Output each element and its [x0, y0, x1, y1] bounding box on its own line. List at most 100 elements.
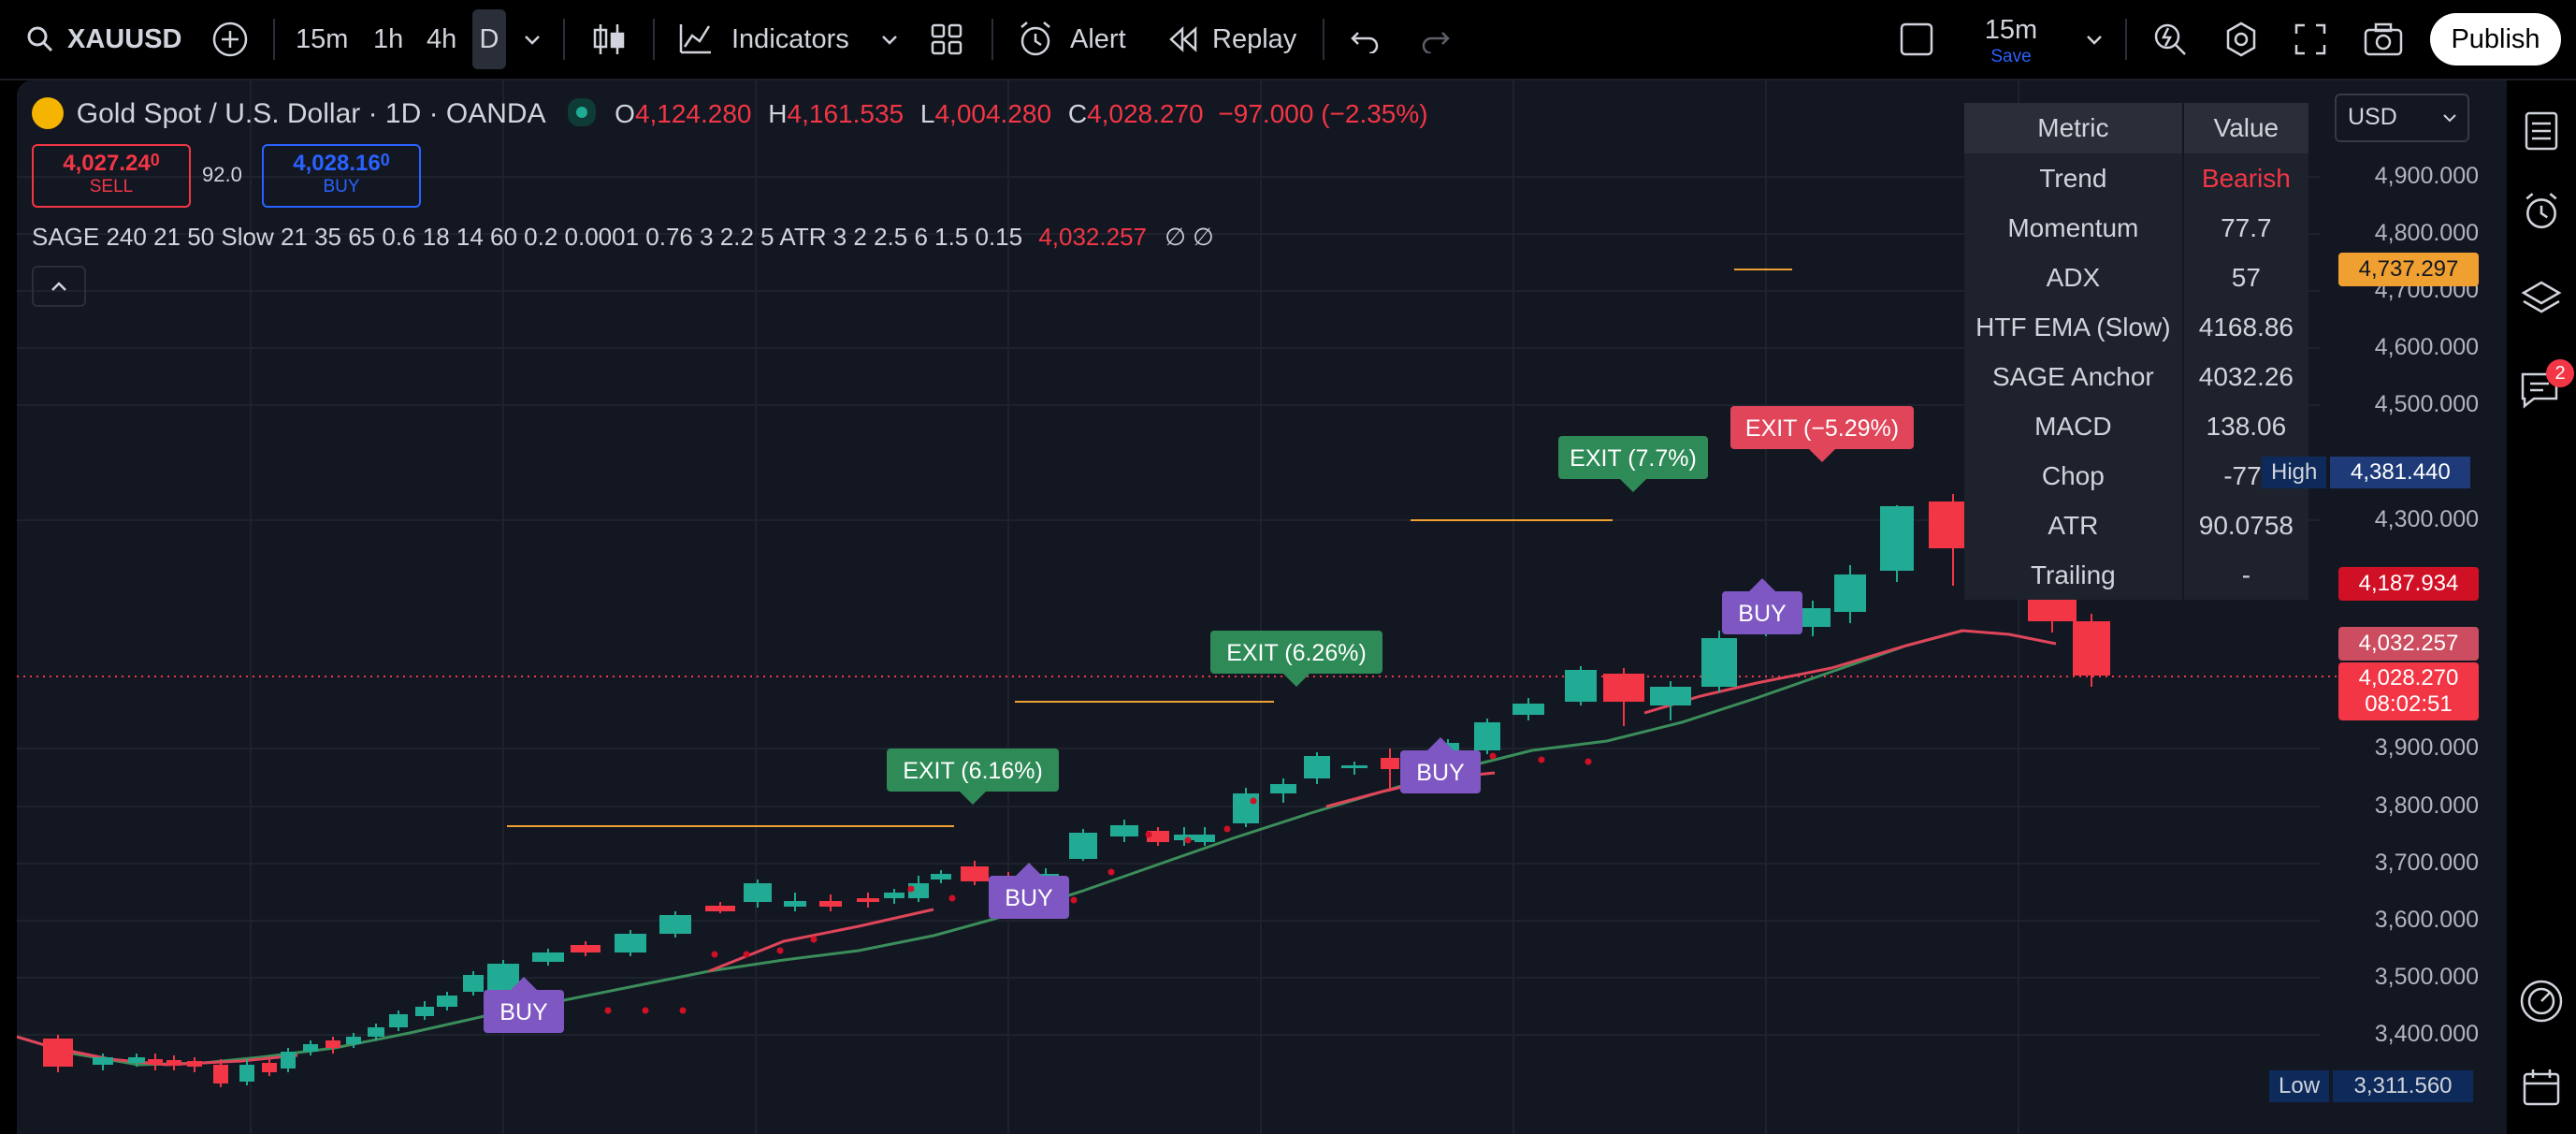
interval-d-active[interactable]: D	[472, 9, 506, 69]
signal-box	[1730, 406, 1914, 449]
metrics-row: Chop -77.	[1964, 451, 2308, 501]
snapshot-button[interactable]	[2363, 0, 2404, 79]
interval-15m[interactable]: 15m	[296, 23, 349, 54]
metrics-header: Metric Value	[1964, 103, 2308, 153]
candle-body	[1069, 833, 1097, 859]
replay-button[interactable]: Replay	[1167, 0, 1296, 79]
indicator-legend[interactable]: SAGE 240 21 50 Slow 21 35 65 0.6 18 14 6…	[32, 223, 1214, 252]
layouts-button[interactable]	[930, 0, 963, 79]
low-value: 4,004.280	[934, 99, 1052, 128]
high-label: H	[768, 99, 788, 128]
trailing-stop-dot	[1538, 756, 1545, 763]
interval-4h[interactable]: 4h	[427, 23, 457, 54]
publish-button[interactable]: Publish	[2430, 13, 2561, 65]
alert-button[interactable]: Alert	[1016, 0, 1126, 79]
legend-title[interactable]: Gold Spot / U.S. Dollar · 1D · OANDA	[76, 98, 546, 129]
metrics-row: ADX 57	[1964, 253, 2308, 302]
chevron-down-icon	[882, 36, 897, 45]
close-value: 4,028.270	[1087, 99, 1204, 128]
chats-button[interactable]: 2	[2507, 359, 2576, 417]
exit-signal-label[interactable]: EXIT (6.16%)	[887, 749, 1059, 805]
candle-body	[857, 898, 879, 902]
layers-button[interactable]	[2507, 271, 2576, 327]
undo-button[interactable]	[1349, 0, 1381, 79]
sell-button[interactable]: 4,027.240 SELL	[32, 144, 191, 208]
buy-button[interactable]: 4,028.160 BUY	[262, 144, 421, 208]
interval-dropdown[interactable]	[522, 0, 543, 79]
currency-select[interactable]: USD	[2335, 94, 2469, 142]
signal-text: BUY	[1738, 601, 1787, 627]
chevron-down-icon	[2087, 36, 2102, 45]
candle-body	[1474, 722, 1500, 750]
price-tick-label: 4,600.000	[2374, 334, 2479, 360]
trailing-stop-dot	[1070, 896, 1078, 904]
save-label: Save	[1990, 47, 2032, 66]
candle-body	[239, 1065, 254, 1082]
layers-icon	[2521, 281, 2562, 313]
layout-save-button[interactable]: 15m Save	[1974, 0, 2048, 79]
settings-button[interactable]	[2222, 0, 2260, 79]
lightning-search-icon	[2154, 23, 2186, 55]
candle-body	[415, 1007, 434, 1016]
chart-pane[interactable]: BUY BUY BUY BUY EXIT (6.16%) EXIT (6.26%) EXIT…	[17, 80, 2507, 1134]
signal-text: EXIT (6.26%)	[1226, 640, 1367, 666]
metrics-row: HTF EMA (Slow) 4168.86	[1964, 302, 2308, 352]
signal-arrow	[1427, 737, 1454, 750]
interval-1h[interactable]: 1h	[373, 23, 404, 54]
calendar-button[interactable]	[2507, 1059, 2576, 1115]
metrics-table: Metric Value Trend Bearish Momentum 77.7 ADX…	[1964, 103, 2308, 600]
signal-labels: BUY BUY BUY BUY EXIT (6.16%) EXIT (6.26%) EXIT…	[484, 406, 1914, 1033]
layout-dropdown[interactable]	[2084, 0, 2105, 79]
signal-box	[887, 749, 1059, 792]
candle-body	[368, 1027, 384, 1037]
candle-body	[744, 883, 772, 902]
metric-value: Bearish	[2201, 164, 2291, 193]
trailing-stop-dot	[907, 885, 915, 893]
redo-button[interactable]	[1420, 0, 1452, 79]
buy-signal-label[interactable]: BUY	[1400, 737, 1481, 793]
candle-body	[303, 1044, 318, 1052]
exit-signal-label[interactable]: EXIT (6.26%)	[1210, 631, 1382, 687]
symbol-search[interactable]: XAUUSD	[26, 0, 181, 79]
candle-body	[148, 1059, 163, 1065]
sage-value-tag: 4,032.257	[2338, 627, 2479, 661]
signal-box	[989, 876, 1069, 919]
buy-signal-label[interactable]: BUY	[989, 863, 1069, 919]
toolbar-divider	[653, 19, 655, 60]
candle-body	[884, 893, 904, 898]
buy-label: BUY	[323, 177, 360, 196]
exit-signal-label[interactable]: EXIT (−5.29%)	[1730, 406, 1914, 462]
buy-signal-label[interactable]: BUY	[484, 977, 564, 1033]
fullscreen-toggle[interactable]	[1899, 0, 1934, 79]
quick-search-button[interactable]	[2151, 0, 2189, 79]
candle-body	[615, 934, 646, 952]
indicators-dropdown[interactable]	[879, 0, 900, 79]
buy-signal-label[interactable]: BUY	[1722, 578, 1802, 634]
red-level-tag: 4,187.934	[2338, 567, 2479, 601]
watchlist-button[interactable]	[2507, 103, 2576, 159]
candle-body	[1795, 608, 1831, 627]
candle-body	[262, 1063, 277, 1072]
chevron-down-icon	[525, 36, 540, 45]
candle-body	[1650, 687, 1691, 705]
fullscreen-button[interactable]	[2294, 0, 2327, 79]
chart-grid	[17, 80, 2320, 1134]
exit-signal-label[interactable]: EXIT (7.7%)	[1558, 436, 1708, 492]
calendar-icon	[2523, 1069, 2560, 1106]
candle-body	[931, 874, 951, 880]
compare-symbol-button[interactable]	[211, 0, 249, 79]
toolbar-divider	[991, 19, 993, 60]
low-tag-value: 3,311.560	[2333, 1070, 2474, 1102]
signal-box	[1210, 631, 1382, 674]
chart-type-button[interactable]	[591, 0, 627, 79]
trading-panel-button[interactable]	[2507, 973, 2576, 1029]
metric-name: MACD	[1964, 401, 2184, 451]
indicators-button[interactable]: Indicators	[677, 0, 849, 79]
candle-body	[1147, 831, 1169, 842]
metrics-header-value: Value	[2213, 113, 2279, 142]
candle-body	[1110, 825, 1138, 836]
metric-value: -	[2241, 560, 2251, 589]
alerts-panel-button[interactable]	[2507, 183, 2576, 240]
trailing-stop-dot	[1107, 868, 1115, 876]
collapse-legend-button[interactable]	[32, 266, 86, 307]
